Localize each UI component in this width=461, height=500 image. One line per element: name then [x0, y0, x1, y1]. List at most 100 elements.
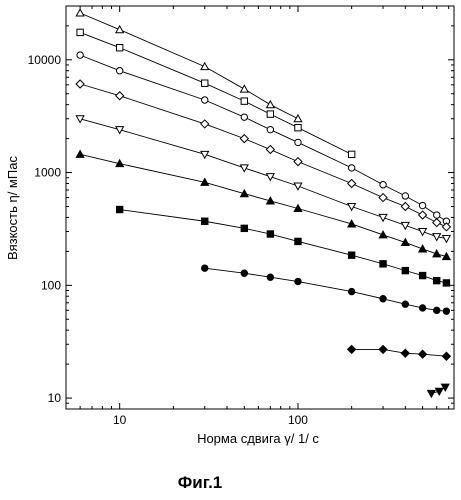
data-point: [401, 203, 409, 211]
data-point: [433, 250, 441, 257]
data-point: [116, 26, 124, 33]
data-point: [401, 349, 409, 357]
data-point: [201, 63, 209, 70]
series-1: [76, 9, 301, 122]
data-point: [116, 45, 122, 51]
series-line: [120, 210, 447, 283]
data-point: [419, 202, 425, 208]
series-6: [76, 151, 450, 260]
data-point: [348, 252, 354, 258]
data-point: [267, 231, 273, 237]
x-tick-label: 10: [113, 413, 127, 427]
y-tick-label: 100: [41, 278, 61, 292]
y-tick-label: 10000: [28, 53, 62, 67]
series-7: [116, 206, 449, 286]
data-point: [202, 97, 208, 103]
data-point: [419, 272, 425, 278]
data-point: [240, 135, 248, 143]
y-tick-label: 10: [48, 391, 62, 405]
y-axis-label: Вязкость η/ мПас: [5, 156, 20, 260]
data-point: [267, 174, 275, 181]
data-point: [428, 390, 436, 397]
series-layer: [76, 9, 450, 397]
series-line: [352, 349, 447, 356]
data-point: [267, 111, 273, 117]
series-line: [80, 84, 446, 227]
data-point: [294, 115, 302, 122]
data-point: [201, 120, 209, 128]
data-point: [348, 288, 354, 294]
plot-frame: [66, 6, 454, 409]
series-line: [80, 13, 298, 119]
data-point: [116, 92, 124, 100]
data-point: [267, 274, 273, 280]
data-point: [379, 214, 387, 221]
data-point: [433, 219, 441, 227]
data-point: [434, 212, 440, 218]
data-point: [241, 98, 247, 104]
series-9: [348, 345, 451, 360]
data-point: [241, 270, 247, 276]
data-point: [116, 68, 122, 74]
data-point: [295, 278, 301, 284]
data-point: [402, 239, 410, 246]
x-axis-label: Норма сдвига γ/ 1/ с: [197, 431, 319, 446]
data-point: [77, 52, 83, 58]
data-point: [76, 151, 84, 158]
data-point: [380, 261, 386, 267]
x-tick-label: 100: [288, 413, 308, 427]
data-point: [434, 307, 440, 313]
data-point: [348, 203, 356, 210]
figure-caption: Фиг.1: [178, 473, 223, 492]
data-point: [295, 124, 301, 130]
data-point: [402, 267, 408, 273]
data-point: [241, 165, 249, 172]
series-line: [80, 119, 446, 239]
series-5: [76, 116, 450, 243]
data-point: [116, 206, 122, 212]
data-point: [380, 182, 386, 188]
data-point: [202, 218, 208, 224]
data-point: [419, 245, 427, 252]
y-tick-label: 1000: [34, 166, 61, 180]
data-point: [379, 345, 387, 353]
data-point: [379, 194, 387, 202]
data-point: [380, 296, 386, 302]
data-point: [348, 345, 356, 353]
data-point: [419, 228, 427, 235]
data-point: [402, 301, 408, 307]
data-point: [348, 151, 354, 157]
data-point: [295, 238, 301, 244]
data-point: [402, 222, 410, 229]
data-point: [202, 265, 208, 271]
data-point: [348, 165, 354, 171]
data-point: [434, 277, 440, 283]
data-point: [76, 80, 84, 88]
data-point: [348, 179, 356, 187]
data-point: [241, 225, 247, 231]
data-point: [402, 193, 408, 199]
data-point: [77, 29, 83, 35]
data-point: [267, 126, 273, 132]
data-point: [419, 211, 427, 219]
data-point: [443, 280, 449, 286]
data-point: [419, 350, 427, 358]
data-point: [202, 80, 208, 86]
data-point: [294, 158, 302, 166]
series-4: [76, 80, 450, 231]
data-point: [76, 9, 84, 16]
data-point: [241, 85, 249, 92]
data-point: [419, 305, 425, 311]
axis-ticks: 10 100 10 100 1000 10000: [28, 6, 454, 427]
series-line: [80, 154, 446, 256]
data-point: [241, 114, 247, 120]
series-10: [428, 384, 449, 397]
data-point: [442, 223, 450, 231]
data-point: [443, 235, 451, 242]
data-point: [201, 151, 209, 158]
series-line: [80, 55, 446, 221]
data-point: [267, 101, 275, 108]
data-point: [442, 352, 450, 360]
data-point: [295, 139, 301, 145]
